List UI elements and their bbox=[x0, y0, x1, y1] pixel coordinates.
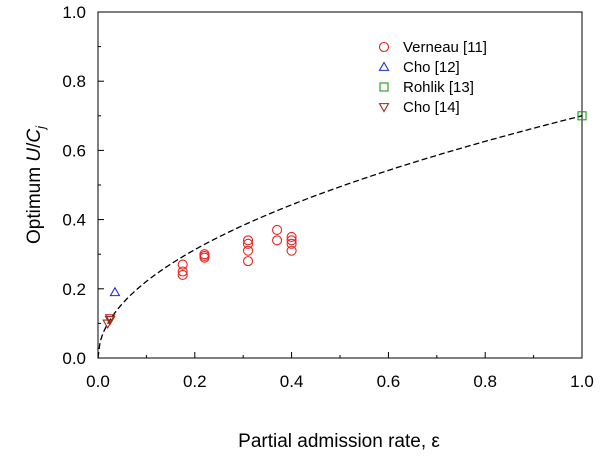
x-axis-title: Partial admission rate, ε bbox=[238, 431, 440, 452]
y-axis-title-slash: / bbox=[24, 142, 45, 148]
data-point-verneau-11 bbox=[286, 235, 297, 246]
data-point-verneau-11 bbox=[286, 245, 297, 256]
data-point-rohlik-13 bbox=[577, 111, 587, 121]
legend-marker-verneau-11 bbox=[378, 41, 390, 53]
plot-border bbox=[97, 11, 583, 359]
x-tick-label: 0.8 bbox=[473, 372, 497, 391]
x-tick-label: 0.6 bbox=[377, 372, 401, 391]
legend-label-cho-12: Cho [12] bbox=[403, 59, 460, 76]
x-tick-label: 0.4 bbox=[280, 372, 304, 391]
data-point-verneau-11 bbox=[242, 245, 254, 256]
y-tick-label: 0.2 bbox=[62, 280, 86, 299]
data-point-verneau-11 bbox=[177, 259, 188, 270]
x-tick-label: 1.0 bbox=[570, 372, 594, 391]
fit-curve-group bbox=[97, 115, 583, 359]
data-point-verneau-11 bbox=[242, 256, 254, 267]
legend-label-cho-14: Cho [14] bbox=[403, 99, 460, 116]
y-axis-title: Optimum U/Cj bbox=[24, 125, 48, 244]
legend: Verneau [11] Cho [12] Rohlik [13] Cho [14] bbox=[378, 39, 487, 116]
y-tick-label: 0.4 bbox=[62, 211, 86, 230]
y-axis-title-prefix: Optimum bbox=[24, 162, 45, 244]
y-axis-title-subscript: j bbox=[33, 125, 48, 131]
x-axis: 0.0 0.2 0.4 0.6 0.8 1.0 bbox=[86, 352, 594, 391]
data-point-cho-12 bbox=[109, 286, 121, 297]
legend-label-rohlik-13: Rohlik [13] bbox=[403, 79, 474, 96]
fit-curve bbox=[97, 115, 583, 359]
data-point-cho-14 bbox=[104, 314, 116, 324]
data-point-cho-14 bbox=[102, 319, 114, 330]
data-point-verneau-11 bbox=[286, 238, 297, 249]
data-point-verneau-11 bbox=[286, 231, 297, 242]
x-tick-label: 0.0 bbox=[86, 372, 110, 391]
x-tick-label: 0.2 bbox=[183, 372, 207, 391]
legend-label-verneau-11: Verneau [11] bbox=[403, 39, 487, 56]
y-axis-title-c: C bbox=[24, 129, 45, 143]
data-point-verneau-11 bbox=[177, 269, 188, 281]
y-tick-label: 0.8 bbox=[62, 72, 86, 91]
y-axis: 0.0 0.2 0.4 0.6 0.8 1.0 bbox=[62, 3, 104, 368]
data-point-verneau-11 bbox=[177, 266, 188, 277]
legend-marker-cho-14 bbox=[378, 103, 390, 113]
data-point-verneau-11 bbox=[272, 224, 283, 236]
data-points bbox=[102, 111, 587, 330]
data-point-verneau-11 bbox=[272, 235, 283, 246]
y-axis-title-u: U bbox=[24, 148, 45, 162]
legend-marker-cho-12 bbox=[378, 61, 390, 71]
y-tick-label: 0.0 bbox=[62, 349, 86, 368]
data-point-verneau-11 bbox=[242, 238, 254, 249]
plot-area bbox=[97, 11, 583, 359]
y-tick-label: 1.0 bbox=[62, 3, 86, 22]
legend-marker-rohlik-13 bbox=[379, 82, 389, 92]
y-tick-label: 0.6 bbox=[62, 141, 86, 160]
data-point-verneau-11 bbox=[199, 252, 210, 263]
data-point-verneau-11 bbox=[242, 235, 254, 246]
